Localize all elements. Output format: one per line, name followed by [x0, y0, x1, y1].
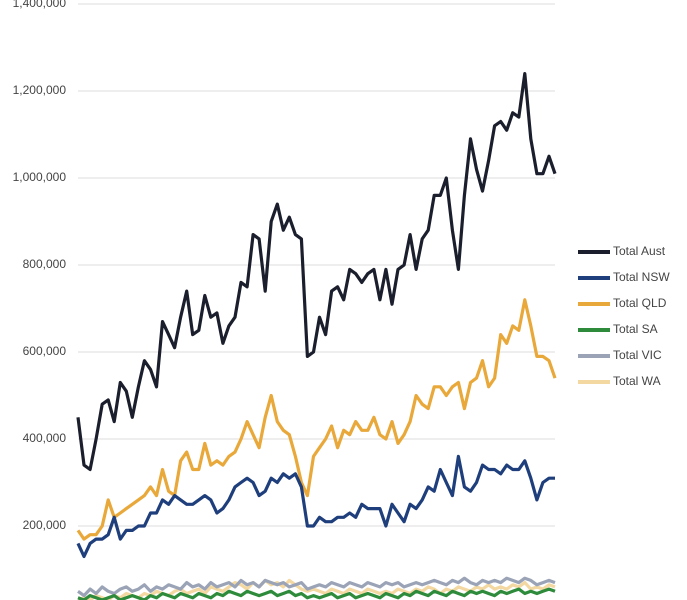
legend-label: Total Aust [613, 244, 666, 258]
legend-label: Total WA [613, 374, 661, 388]
y-tick-label: 1,000,000 [13, 170, 67, 184]
legend-label: Total SA [613, 322, 658, 336]
legend-label: Total QLD [613, 296, 667, 310]
y-tick-label: 400,000 [23, 431, 67, 445]
series-line [77, 587, 556, 600]
series-line [76, 72, 557, 472]
y-tick-label: 200,000 [23, 518, 67, 532]
legend-label: Total NSW [613, 270, 670, 284]
series-line [77, 578, 556, 600]
legend-label: Total VIC [613, 348, 662, 362]
y-tick-label: 600,000 [23, 344, 67, 358]
series-line [77, 576, 556, 598]
y-tick-label: 1,400,000 [13, 0, 67, 10]
y-tick-label: 800,000 [23, 257, 67, 271]
y-tick-label: 1,200,000 [13, 83, 67, 97]
series-line [76, 454, 555, 559]
series-line [76, 298, 557, 541]
